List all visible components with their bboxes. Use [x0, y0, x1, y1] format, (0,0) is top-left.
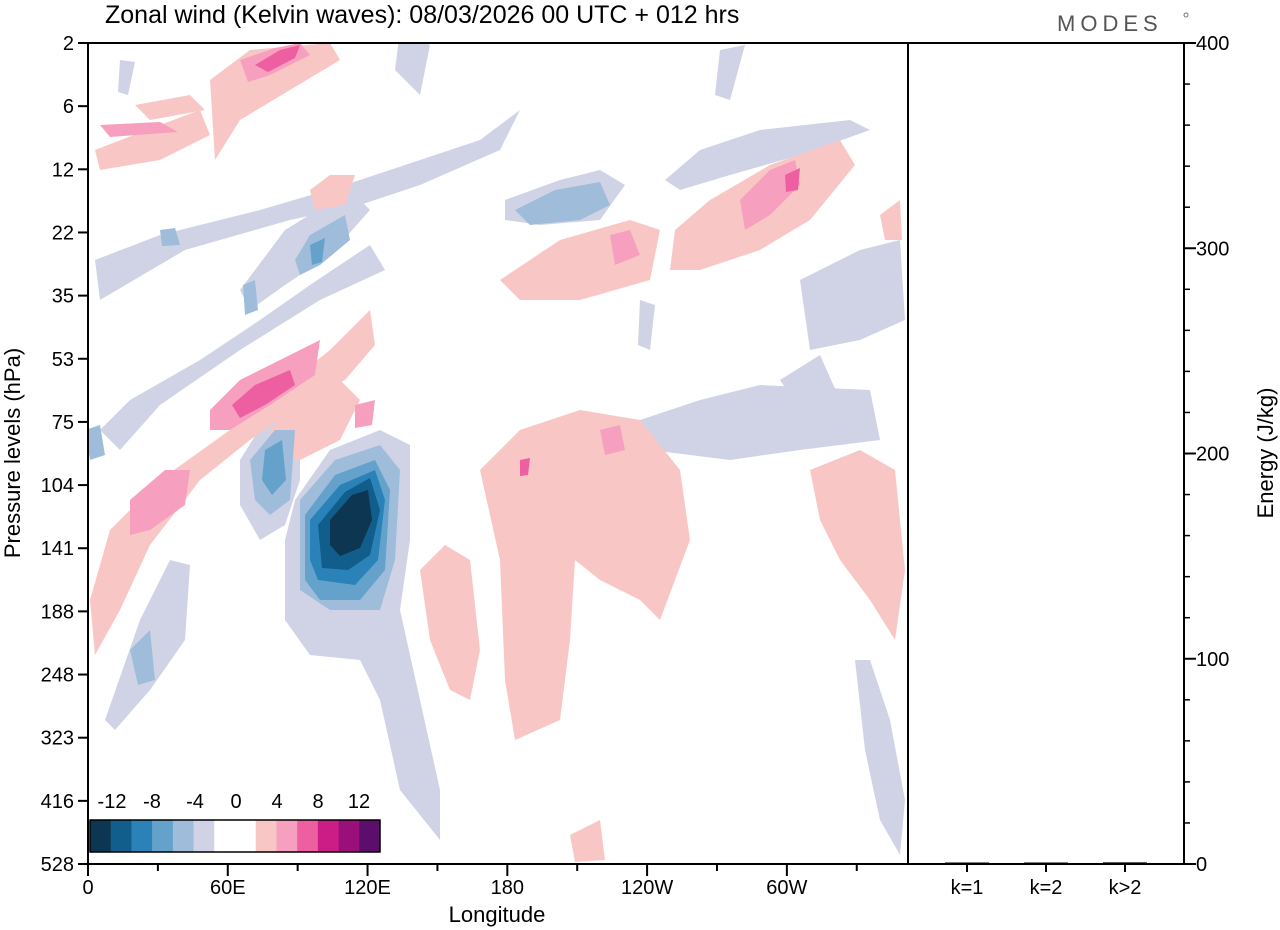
- x-tick-label: 60E: [210, 877, 246, 899]
- colorbar-swatch: [255, 820, 277, 852]
- x-tick-label: 120W: [621, 877, 673, 899]
- x-tick-label: 0: [82, 877, 93, 899]
- y-tick-label: 22: [52, 222, 74, 244]
- colorbar-swatch: [193, 820, 215, 852]
- colorbar-swatch: [276, 820, 298, 852]
- y-tick-label: 12: [52, 159, 74, 181]
- x-axis-label: Longitude: [449, 902, 546, 927]
- y-tick-label: 75: [52, 412, 74, 434]
- colorbar-swatch: [235, 820, 257, 852]
- colorbar-swatch: [131, 820, 153, 852]
- modes-logo: MODES: [1057, 11, 1163, 36]
- colorbar-swatch: [90, 820, 112, 852]
- colorbar-swatch: [152, 820, 174, 852]
- colorbar-swatch: [214, 820, 236, 852]
- energy-tick-label: 300: [1196, 238, 1229, 260]
- colorbar-swatch: [338, 820, 360, 852]
- y-tick-label: 141: [41, 538, 74, 560]
- colorbar-label: 0: [230, 791, 241, 813]
- negative-anomaly-core: [262, 238, 390, 600]
- energy-bar: [1103, 862, 1147, 864]
- colorbar-frame: [89, 819, 381, 853]
- colorbar-label: -4: [186, 791, 204, 813]
- positive-anomaly-light: [90, 43, 905, 862]
- chart-title: Zonal wind (Kelvin waves): 08/03/2026 00…: [105, 1, 739, 29]
- energy-bar: [1024, 862, 1068, 864]
- y-tick-label: 104: [41, 475, 74, 497]
- y-tick-label: 2: [63, 33, 74, 55]
- y-tick-label: 528: [41, 854, 74, 876]
- colorbar-swatch: [172, 820, 194, 852]
- longitude-axis: 0 60E 120E 180 120W 60W: [82, 864, 858, 899]
- energy-tick-label: 0: [1196, 854, 1207, 876]
- y-tick-label: 35: [52, 286, 74, 308]
- logo-registered-mark: [1183, 12, 1189, 18]
- positive-anomaly-core: [232, 45, 800, 476]
- y-tick-label: 6: [63, 96, 74, 118]
- energy-axis-label: Energy (J/kg): [1253, 388, 1278, 519]
- energy-category-label: k>2: [1109, 877, 1142, 899]
- colorbar-label: 4: [271, 791, 282, 813]
- colorbar-labels: -12 -8 -4 0 4 8 12: [98, 791, 371, 813]
- y-tick-label: 323: [41, 728, 74, 750]
- energy-category-label: k=1: [951, 877, 984, 899]
- colorbar-swatch: [359, 820, 381, 852]
- energy-bars: k=1 k=2 k>2: [945, 862, 1147, 899]
- colorbar-label: -12: [98, 791, 127, 813]
- colorbar: [89, 819, 381, 853]
- x-tick-label: 120E: [344, 877, 391, 899]
- contour-field: [88, 43, 905, 862]
- energy-tick-label: 100: [1196, 649, 1229, 671]
- y-tick-label: 248: [41, 665, 74, 687]
- y-axis-label: Pressure levels (hPa): [0, 348, 25, 558]
- energy-bar: [945, 862, 989, 864]
- energy-tick-label: 200: [1196, 444, 1229, 466]
- colorbar-swatch: [317, 820, 339, 852]
- x-tick-label: 60W: [766, 877, 807, 899]
- y-tick-label: 188: [41, 601, 74, 623]
- energy-tick-label: 400: [1196, 33, 1229, 55]
- pressure-axis: 2 6 12 22 35 53 75 104 141 188 248 323 416 528: [41, 33, 88, 876]
- colorbar-label: 12: [348, 791, 370, 813]
- colorbar-swatch: [110, 820, 132, 852]
- colorbar-label: -8: [143, 791, 161, 813]
- colorbar-label: 8: [312, 791, 323, 813]
- energy-plot-frame: [907, 42, 1185, 865]
- y-tick-label: 53: [52, 349, 74, 371]
- colorbar-swatch: [297, 820, 319, 852]
- energy-axis: 0 100 200 300 400: [1184, 33, 1229, 876]
- y-tick-label: 416: [41, 791, 74, 813]
- x-tick-label: 180: [491, 877, 524, 899]
- energy-category-label: k=2: [1030, 877, 1063, 899]
